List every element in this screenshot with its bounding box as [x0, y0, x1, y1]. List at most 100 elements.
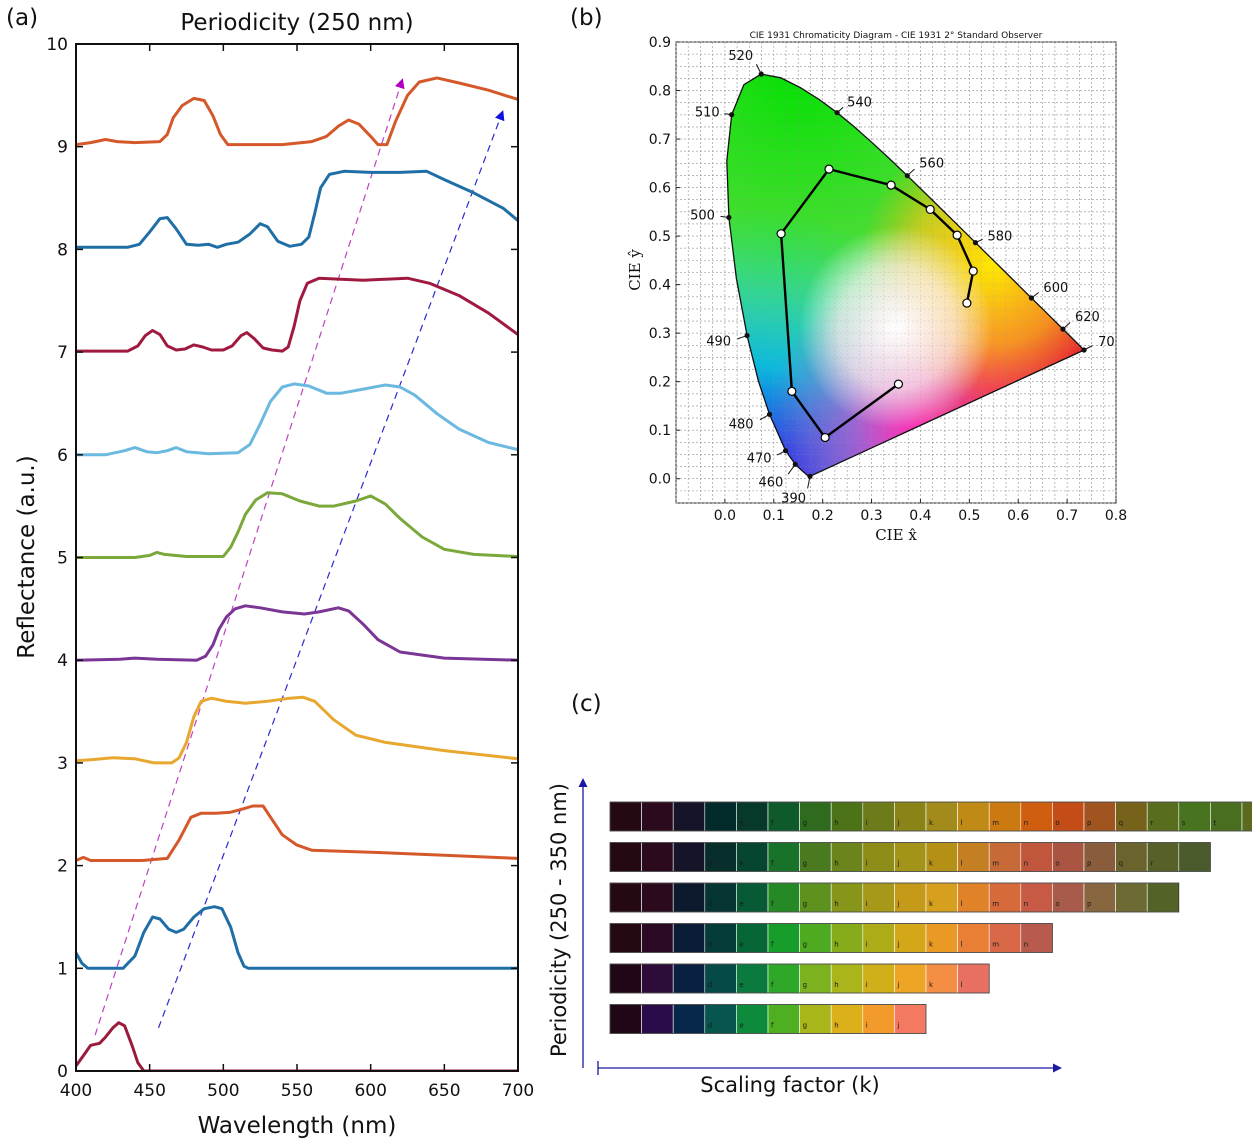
panel-c-y-axis-label: Periodicity (250 - 350 nm) — [547, 783, 571, 1057]
color-swatch — [704, 923, 737, 953]
color-swatch — [609, 801, 642, 832]
y-tick-label: 0.0 — [649, 472, 671, 488]
y-tick-label: 0.9 — [649, 35, 671, 51]
swatch-letter-label: k — [929, 941, 934, 949]
x-tick-label: 450 — [133, 1081, 165, 1101]
y-tick-label: 0.2 — [649, 375, 671, 391]
trajectory-point — [925, 204, 935, 215]
wavelength-label: 390 — [781, 491, 806, 506]
y-tick-label: 8 — [57, 240, 68, 260]
swatch-letter-label: e — [739, 819, 743, 827]
swatch-row-5: d e f g h i j — [609, 1004, 927, 1034]
color-swatch — [609, 882, 642, 913]
wavelength-marker — [726, 214, 732, 221]
y-tick-label: 9 — [57, 138, 68, 158]
color-swatch — [894, 923, 927, 953]
wavelength-marker — [834, 110, 840, 116]
wavelength-label: 470 — [747, 452, 772, 467]
color-swatch — [767, 842, 800, 872]
wavelength-marker — [766, 411, 773, 417]
y-tick-label: 0.1 — [649, 423, 671, 439]
swatch-letter-label: f — [771, 941, 774, 949]
color-trajectory-line — [779, 167, 975, 439]
swatch-row-outline — [609, 882, 1180, 913]
color-swatch — [988, 923, 1022, 953]
swatch-row-2: d e f g h i j k l m n o p — [609, 882, 1180, 913]
swatch-letter-label: q — [1119, 860, 1123, 868]
swatch-letter-label: g — [803, 1022, 807, 1030]
color-swatch — [1020, 923, 1053, 953]
swatch-letter-label: h — [834, 1022, 838, 1030]
swatch-letter-label: d — [708, 860, 712, 868]
swatch-row-outline — [609, 923, 1053, 953]
x-tick-label: 0.2 — [812, 508, 834, 524]
color-swatch — [1020, 882, 1053, 913]
swatch-letter-label: j — [896, 1022, 899, 1030]
panel-c-label: (c) — [571, 691, 602, 717]
swatch-row-1: d e f g h i j k l m n o p q r — [609, 842, 1211, 872]
y-tick-label: 0.6 — [649, 181, 671, 197]
x-tick-label: 700 — [502, 1081, 534, 1101]
swatch-letter-label: g — [803, 981, 807, 989]
swatch-letter-label: l — [961, 860, 963, 868]
color-swatch — [830, 842, 864, 872]
color-swatch — [1146, 801, 1180, 832]
panel-a-x-axis-label: Wavelength (nm) — [198, 1113, 397, 1139]
y-tick-label: 0.8 — [649, 84, 671, 100]
swatch-letter-label: d — [708, 1022, 712, 1030]
color-swatch — [1020, 842, 1053, 872]
color-swatch — [609, 842, 642, 872]
color-swatch — [957, 923, 990, 953]
panel-c-x-axis-label: Scaling factor (k) — [700, 1073, 879, 1097]
swatch-letter-label: g — [803, 900, 807, 908]
panel-c-color-swatch-table: (c) Scaling factor (k) Periodicity (250 … — [547, 691, 1252, 1097]
swatch-letter-label: i — [866, 819, 868, 827]
swatch-letter-label: n — [1024, 819, 1028, 827]
wavelength-label: 580 — [987, 230, 1012, 245]
y-tick-label: 2 — [57, 857, 68, 877]
wavelength-label: 500 — [690, 208, 715, 223]
swatch-letter-label: l — [961, 819, 963, 827]
swatch-letter-label: d — [708, 900, 712, 908]
swatch-letter-label: e — [739, 900, 743, 908]
color-swatch — [894, 1004, 927, 1034]
color-swatch — [672, 1004, 706, 1034]
color-swatch — [1146, 842, 1180, 872]
color-swatch — [767, 1004, 800, 1034]
x-tick-label: 0.8 — [1105, 508, 1127, 524]
y-tick-label: 0.5 — [649, 229, 671, 245]
swatch-letter-label: e — [739, 860, 743, 868]
trajectory-point — [886, 180, 896, 190]
reflectance-series-6 — [76, 382, 518, 457]
swatch-letter-label: k — [929, 981, 934, 989]
color-swatch — [862, 842, 895, 872]
wavelength-marker — [758, 71, 764, 77]
color-swatch — [988, 801, 1022, 832]
swatch-letter-label: g — [803, 819, 807, 827]
wavelength-label: 540 — [847, 96, 872, 111]
swatch-letter-label: j — [896, 819, 899, 827]
swatch-letter-label: r — [1150, 819, 1153, 827]
swatch-letter-label: e — [739, 1022, 743, 1030]
color-swatch — [1115, 882, 1148, 913]
color-swatch — [736, 882, 769, 913]
color-swatch — [894, 882, 927, 913]
color-swatch — [767, 801, 800, 832]
color-swatch — [736, 923, 769, 953]
swatch-letter-label: g — [803, 860, 807, 868]
color-swatch — [1241, 801, 1252, 832]
panel-a-y-axis-label: Reflectance (a.u.) — [14, 455, 40, 658]
color-swatch — [925, 923, 958, 953]
color-swatch — [704, 801, 737, 832]
color-swatch — [799, 882, 832, 913]
swatch-letter-label: i — [866, 860, 868, 868]
swatch-letter-label: j — [896, 860, 899, 868]
x-tick-label: 600 — [354, 1081, 386, 1101]
x-tick-label: 500 — [207, 1081, 239, 1101]
color-swatch — [894, 801, 927, 832]
swatch-row-4: d e f g h i j k l — [609, 963, 990, 994]
color-swatch — [609, 963, 642, 994]
color-swatch — [672, 923, 706, 953]
color-swatch — [830, 801, 864, 832]
color-swatch — [641, 882, 674, 913]
